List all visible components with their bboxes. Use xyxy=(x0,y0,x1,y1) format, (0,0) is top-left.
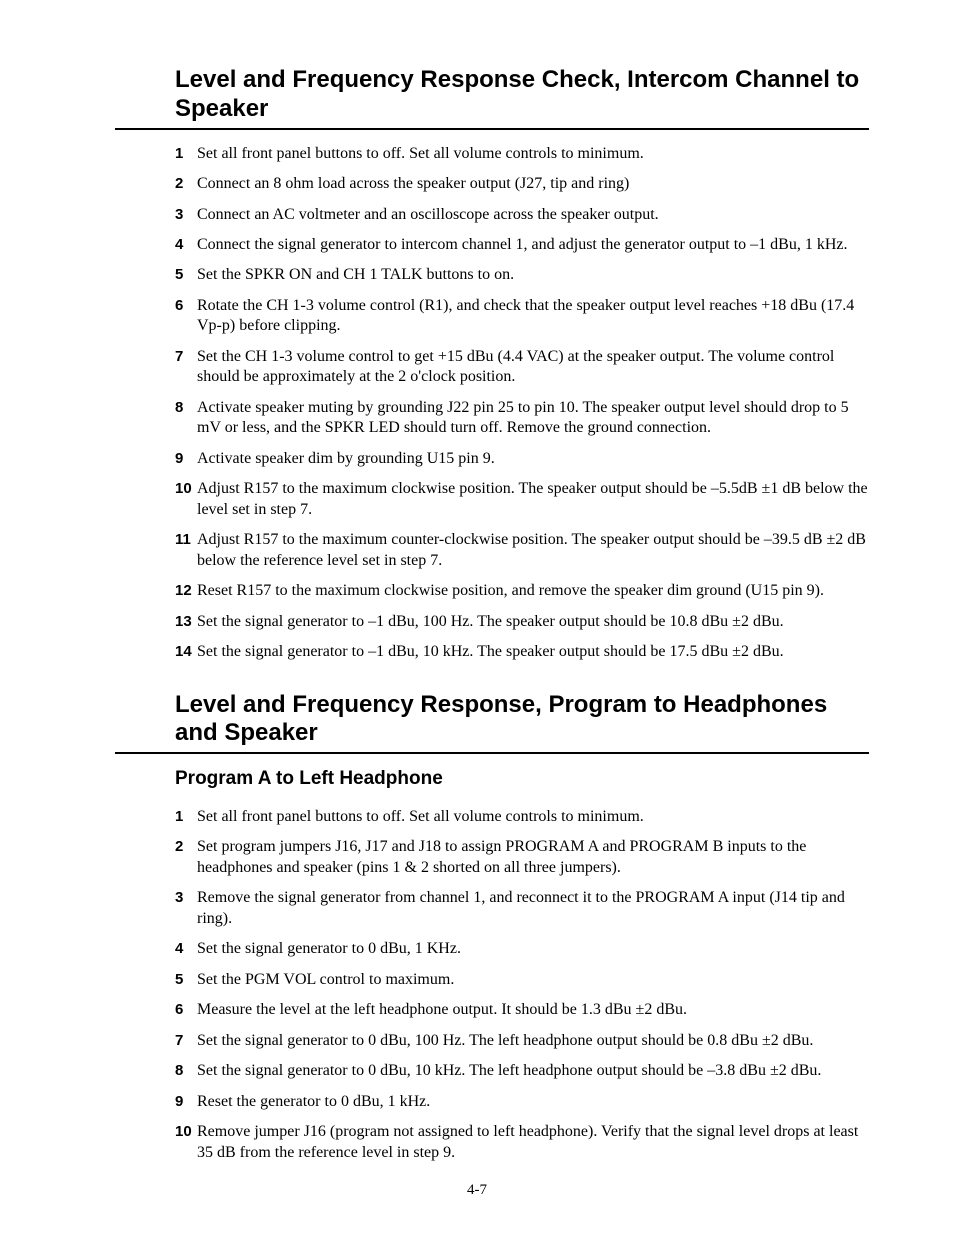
list-item-text: Measure the level at the left headphone … xyxy=(197,1000,869,1020)
list-item: 1Set all front panel buttons to off. Set… xyxy=(175,807,869,827)
list-item-number: 14 xyxy=(175,642,197,662)
list-item-number: 13 xyxy=(175,612,197,632)
list-item: 8Set the signal generator to 0 dBu, 10 k… xyxy=(175,1061,869,1081)
list-item-number: 10 xyxy=(175,479,197,520)
list-item-number: 2 xyxy=(175,837,197,878)
list-item-text: Rotate the CH 1-3 volume control (R1), a… xyxy=(197,296,869,337)
list-item-text: Set the PGM VOL control to maximum. xyxy=(197,970,869,990)
list-item-text: Connect an 8 ohm load across the speaker… xyxy=(197,174,869,194)
list-item-text: Set the SPKR ON and CH 1 TALK buttons to… xyxy=(197,265,869,285)
list-item-number: 12 xyxy=(175,581,197,601)
list-item: 5Set the SPKR ON and CH 1 TALK buttons t… xyxy=(175,265,869,285)
list-item-number: 4 xyxy=(175,235,197,255)
list-item-number: 7 xyxy=(175,1031,197,1051)
section1-rule xyxy=(115,128,869,130)
list-item: 4Connect the signal generator to interco… xyxy=(175,235,869,255)
list-item-text: Adjust R157 to the maximum clockwise pos… xyxy=(197,479,869,520)
list-item: 3Connect an AC voltmeter and an oscillos… xyxy=(175,205,869,225)
list-item: 10Remove jumper J16 (program not assigne… xyxy=(175,1122,869,1163)
list-item-number: 1 xyxy=(175,807,197,827)
list-item: 10Adjust R157 to the maximum clockwise p… xyxy=(175,479,869,520)
list-item-text: Set program jumpers J16, J17 and J18 to … xyxy=(197,837,869,878)
list-item: 8Activate speaker muting by grounding J2… xyxy=(175,398,869,439)
list-item: 5Set the PGM VOL control to maximum. xyxy=(175,970,869,990)
list-item: 3Remove the signal generator from channe… xyxy=(175,888,869,929)
list-item-number: 8 xyxy=(175,1061,197,1081)
page-number: 4-7 xyxy=(0,1182,954,1199)
list-item-text: Adjust R157 to the maximum counter-clock… xyxy=(197,530,869,571)
list-item-number: 10 xyxy=(175,1122,197,1163)
list-item-number: 3 xyxy=(175,205,197,225)
list-item-number: 3 xyxy=(175,888,197,929)
list-item-text: Set the signal generator to –1 dBu, 100 … xyxy=(197,612,869,632)
list-item-number: 5 xyxy=(175,265,197,285)
list-item-number: 11 xyxy=(175,530,197,571)
list-item-text: Set all front panel buttons to off. Set … xyxy=(197,807,869,827)
list-item: 14Set the signal generator to –1 dBu, 10… xyxy=(175,642,869,662)
list-item-text: Reset the generator to 0 dBu, 1 kHz. xyxy=(197,1092,869,1112)
list-item-number: 7 xyxy=(175,347,197,388)
list-item: 2Set program jumpers J16, J17 and J18 to… xyxy=(175,837,869,878)
list-item-number: 1 xyxy=(175,144,197,164)
list-item-text: Set the CH 1-3 volume control to get +15… xyxy=(197,347,869,388)
list-item: 9Reset the generator to 0 dBu, 1 kHz. xyxy=(175,1092,869,1112)
list-item-text: Connect an AC voltmeter and an oscillosc… xyxy=(197,205,869,225)
section2-rule xyxy=(115,752,869,754)
list-item-text: Connect the signal generator to intercom… xyxy=(197,235,869,255)
list-item: 9Activate speaker dim by grounding U15 p… xyxy=(175,449,869,469)
list-item-number: 9 xyxy=(175,1092,197,1112)
list-item-text: Remove the signal generator from channel… xyxy=(197,888,869,929)
list-item-text: Set the signal generator to 0 dBu, 100 H… xyxy=(197,1031,869,1051)
section1-list: 1Set all front panel buttons to off. Set… xyxy=(115,144,869,663)
list-item: 6Rotate the CH 1-3 volume control (R1), … xyxy=(175,296,869,337)
list-item: 7Set the signal generator to 0 dBu, 100 … xyxy=(175,1031,869,1051)
list-item-text: Set the signal generator to 0 dBu, 10 kH… xyxy=(197,1061,869,1081)
list-item-number: 4 xyxy=(175,939,197,959)
section1-title: Level and Frequency Response Check, Inte… xyxy=(115,66,869,124)
section2-list: 1Set all front panel buttons to off. Set… xyxy=(115,807,869,1163)
list-item-text: Activate speaker dim by grounding U15 pi… xyxy=(197,449,869,469)
list-item-number: 5 xyxy=(175,970,197,990)
list-item-number: 2 xyxy=(175,174,197,194)
list-item: 4Set the signal generator to 0 dBu, 1 KH… xyxy=(175,939,869,959)
list-item-text: Set the signal generator to –1 dBu, 10 k… xyxy=(197,642,869,662)
list-item: 11Adjust R157 to the maximum counter-clo… xyxy=(175,530,869,571)
list-item-text: Reset R157 to the maximum clockwise posi… xyxy=(197,581,869,601)
list-item-number: 8 xyxy=(175,398,197,439)
list-item-text: Set all front panel buttons to off. Set … xyxy=(197,144,869,164)
page: Level and Frequency Response Check, Inte… xyxy=(0,0,954,1235)
section2-subtitle: Program A to Left Headphone xyxy=(115,768,869,791)
list-item: 1Set all front panel buttons to off. Set… xyxy=(175,144,869,164)
list-item: 13Set the signal generator to –1 dBu, 10… xyxy=(175,612,869,632)
list-item-text: Activate speaker muting by grounding J22… xyxy=(197,398,869,439)
section2-title: Level and Frequency Response, Program to… xyxy=(115,691,869,749)
list-item: 2Connect an 8 ohm load across the speake… xyxy=(175,174,869,194)
list-item-number: 6 xyxy=(175,1000,197,1020)
list-item-text: Set the signal generator to 0 dBu, 1 KHz… xyxy=(197,939,869,959)
list-item-text: Remove jumper J16 (program not assigned … xyxy=(197,1122,869,1163)
list-item: 12Reset R157 to the maximum clockwise po… xyxy=(175,581,869,601)
list-item: 6Measure the level at the left headphone… xyxy=(175,1000,869,1020)
list-item-number: 9 xyxy=(175,449,197,469)
list-item-number: 6 xyxy=(175,296,197,337)
list-item: 7Set the CH 1-3 volume control to get +1… xyxy=(175,347,869,388)
